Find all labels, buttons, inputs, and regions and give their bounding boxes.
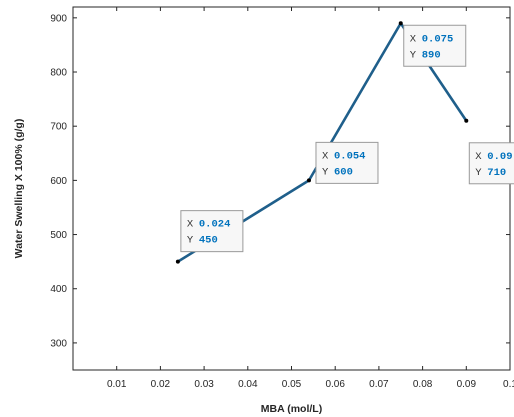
- datatip-x-value: 0.09: [487, 151, 512, 163]
- datatip: X 0.075 Y 890: [403, 24, 467, 67]
- datatip-x-key: X: [475, 151, 482, 163]
- x-tick-label: 0.07: [369, 379, 389, 390]
- data-point: [175, 259, 180, 264]
- datatip-y-value: 890: [422, 49, 441, 61]
- datatips-layer: X 0.024 Y 450 X 0.054 Y 600 X 0.075 Y 890 X 0.09 Y 710: [180, 24, 514, 253]
- datatip-x-key: X: [322, 150, 329, 162]
- y-tick-label: 700: [50, 122, 67, 133]
- x-tick-label: 0.02: [151, 379, 171, 390]
- plot-area: [72, 6, 511, 371]
- datatip-x-key: X: [187, 219, 194, 231]
- datatip-y-value: 450: [199, 235, 218, 247]
- datatip-y-key: Y: [475, 167, 482, 179]
- x-tick-label: 0.08: [413, 379, 433, 390]
- y-tick-label: 800: [50, 68, 67, 79]
- data-point: [306, 178, 311, 183]
- x-tick-label: 0.03: [194, 379, 214, 390]
- y-tick-label: 500: [50, 230, 67, 241]
- datatip-box: [315, 141, 379, 184]
- y-tick-label: 300: [50, 338, 67, 349]
- datatip: X 0.054 Y 600: [315, 141, 379, 184]
- y-tick-label: 600: [50, 176, 67, 187]
- y-tick-label: 400: [50, 284, 67, 295]
- series-line: [177, 21, 468, 263]
- datatip-x-value: 0.054: [334, 150, 366, 162]
- y-tick-label: 900: [50, 13, 67, 24]
- datatip: X 0.09 Y 710: [468, 142, 514, 185]
- datatip-y-key: Y: [410, 49, 417, 61]
- datatip-x-value: 0.075: [422, 33, 454, 45]
- datatip-y-key: Y: [187, 235, 194, 247]
- y-axis-title: Water Swelling X 100% (g/g): [13, 119, 25, 259]
- x-tick-label: 0.05: [282, 379, 302, 390]
- datatip-x-value: 0.024: [199, 219, 231, 231]
- x-tick-label: 0.01: [107, 379, 127, 390]
- datatip-box: [468, 142, 514, 185]
- x-tick-label: 0.04: [238, 379, 258, 390]
- data-point: [464, 118, 469, 123]
- plot-frame: [72, 6, 511, 371]
- datatip-x-key: X: [410, 33, 417, 45]
- datatip-y-value: 710: [487, 167, 506, 179]
- datatip: X 0.024 Y 450: [180, 210, 244, 253]
- x-axis-title: MBA (mol/L): [261, 403, 322, 415]
- datatip-y-value: 600: [334, 166, 353, 178]
- x-tick-label: 0.06: [325, 379, 345, 390]
- series-layer: [175, 21, 469, 264]
- datatip-box: [403, 24, 467, 67]
- x-tick-label: 0.09: [457, 379, 477, 390]
- datatip-y-key: Y: [322, 166, 329, 178]
- data-point: [398, 21, 403, 26]
- datatip-box: [180, 210, 244, 253]
- axes: 0.01 0.02 0.03 0.04 0.05 0.06 0.07 0.08 0.09 0.1 3…: [50, 7, 514, 390]
- x-tick-label: 0.1: [503, 379, 514, 390]
